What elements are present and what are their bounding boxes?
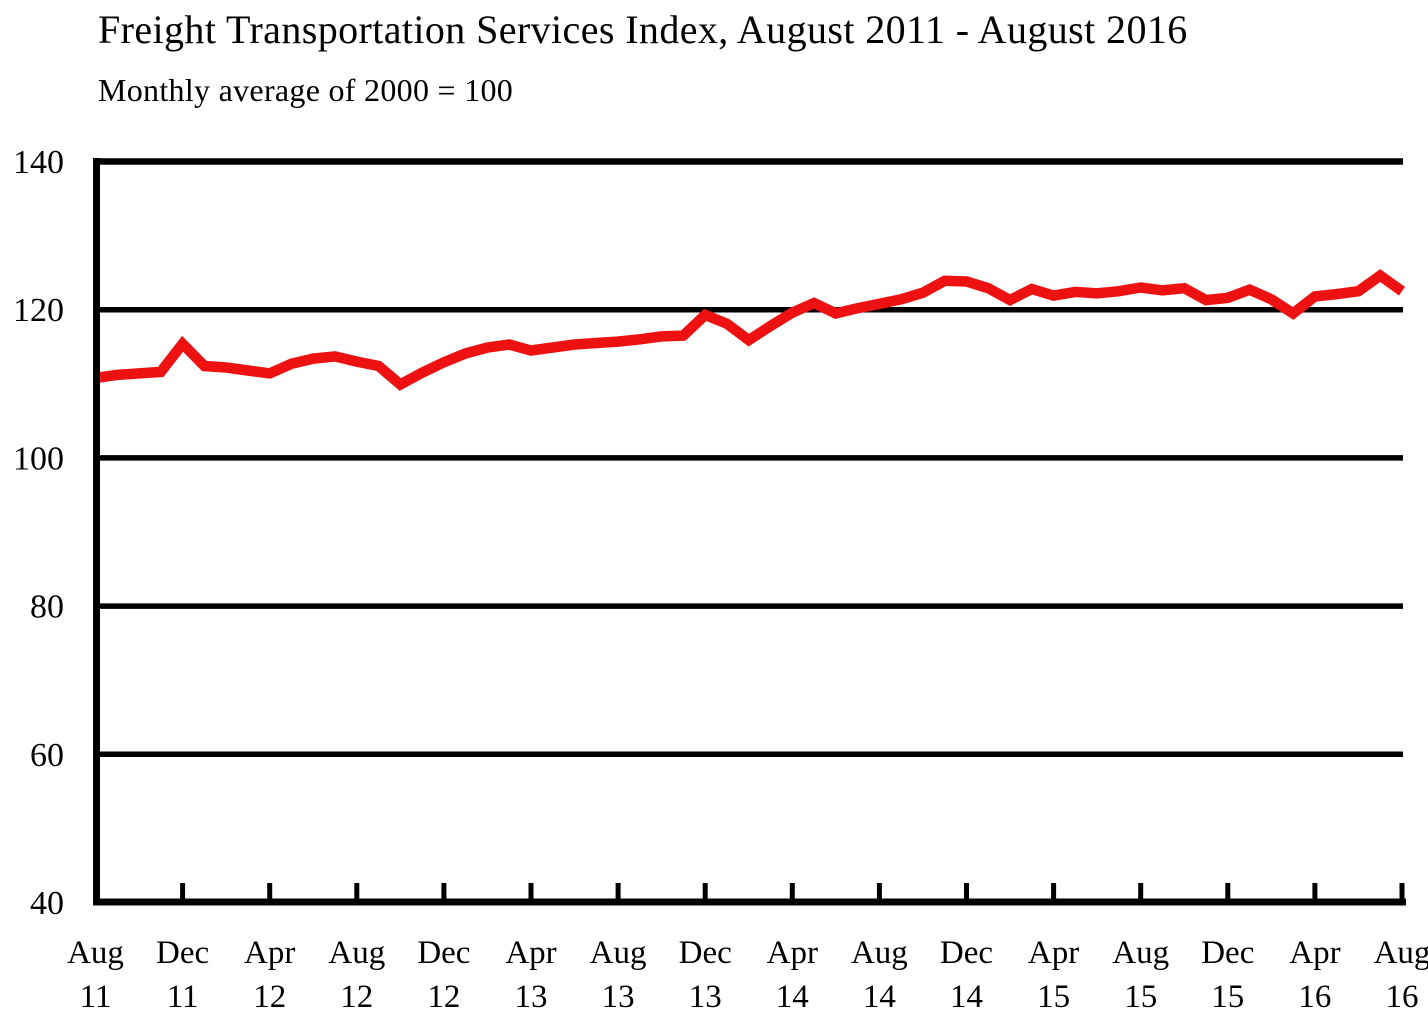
x-tick-label-apr-15: Apr 15 — [1028, 935, 1079, 1015]
x-tick-label-aug-13: Aug 13 — [590, 935, 647, 1015]
y-tick-label-140: 140 — [13, 144, 64, 181]
x-tick-label-dec-13: Dec 13 — [679, 935, 732, 1015]
x-tick-label-apr-16: Apr 16 — [1289, 935, 1340, 1015]
x-tick-label-apr-14: Apr 14 — [767, 935, 818, 1015]
x-tick-label-aug-14: Aug 14 — [851, 935, 908, 1015]
y-tick-label-60: 60 — [30, 737, 64, 774]
x-tick-label-aug-12: Aug 12 — [328, 935, 385, 1015]
x-tick-label-aug-16: Aug 16 — [1374, 935, 1428, 1015]
y-tick-label-80: 80 — [30, 589, 64, 626]
tsi-line — [94, 269, 1406, 391]
y-tick-label-120: 120 — [13, 292, 64, 329]
y-tick-label-100: 100 — [13, 440, 64, 477]
chart-title: Freight Transportation Services Index, A… — [98, 7, 1188, 52]
x-tick-label-dec-12: Dec 12 — [417, 935, 470, 1015]
x-tick-label-aug-11: Aug 11 — [67, 935, 124, 1015]
chart-subtitle: Monthly average of 2000 = 100 — [98, 72, 514, 108]
x-tick-label-dec-15: Dec 15 — [1201, 935, 1254, 1015]
x-tick-label-dec-11: Dec 11 — [156, 935, 209, 1015]
x-tick-label-apr-12: Apr 12 — [244, 935, 295, 1015]
x-tick-label-apr-13: Apr 13 — [505, 935, 556, 1015]
x-tick-label-dec-14: Dec 14 — [940, 935, 993, 1015]
y-tick-label-40: 40 — [30, 885, 64, 922]
x-tick-label-aug-15: Aug 15 — [1112, 935, 1169, 1015]
